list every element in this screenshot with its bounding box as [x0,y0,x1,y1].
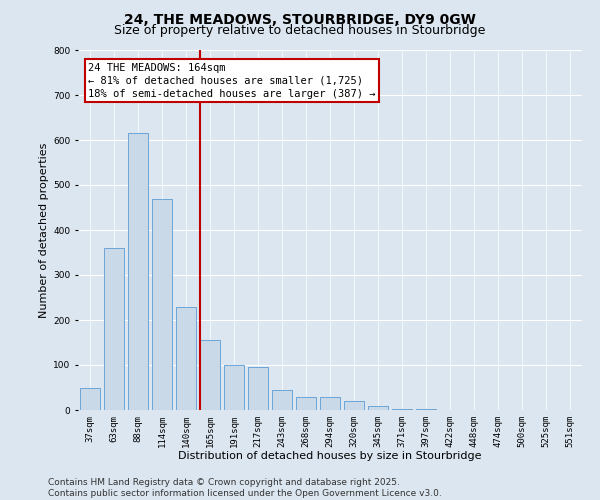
Bar [296,396,316,410]
Bar [248,367,268,410]
Bar [104,248,124,410]
Bar [80,388,100,410]
Bar [128,133,148,410]
Bar [152,198,172,410]
Bar [368,406,388,410]
Text: 24, THE MEADOWS, STOURBRIDGE, DY9 0GW: 24, THE MEADOWS, STOURBRIDGE, DY9 0GW [124,12,476,26]
Bar [416,408,436,410]
Text: Size of property relative to detached houses in Stourbridge: Size of property relative to detached ho… [115,24,485,37]
Y-axis label: Number of detached properties: Number of detached properties [39,142,49,318]
Text: Contains HM Land Registry data © Crown copyright and database right 2025.
Contai: Contains HM Land Registry data © Crown c… [48,478,442,498]
Bar [272,390,292,410]
Bar [176,306,196,410]
Text: 24 THE MEADOWS: 164sqm
← 81% of detached houses are smaller (1,725)
18% of semi-: 24 THE MEADOWS: 164sqm ← 81% of detached… [88,62,376,99]
Bar [344,401,364,410]
Bar [320,396,340,410]
Bar [392,408,412,410]
Bar [200,340,220,410]
Bar [224,365,244,410]
X-axis label: Distribution of detached houses by size in Stourbridge: Distribution of detached houses by size … [178,452,482,462]
